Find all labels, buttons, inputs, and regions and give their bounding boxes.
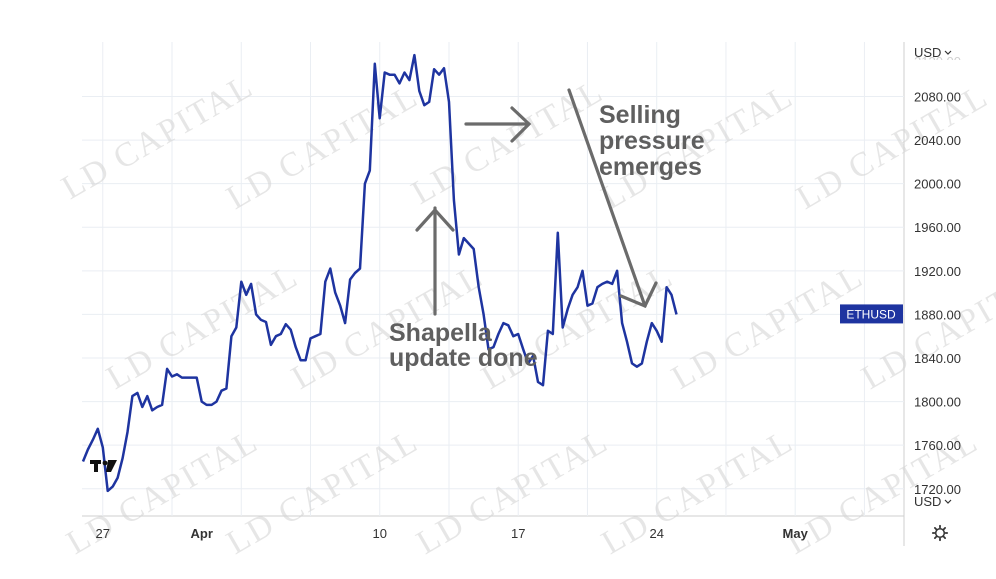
y-tick-label: 2040.00 bbox=[914, 133, 961, 148]
x-tick-label: 24 bbox=[649, 526, 663, 541]
symbol-tag-label: ETHUSD bbox=[846, 307, 896, 321]
y-tick-label: 1960.00 bbox=[914, 220, 961, 235]
x-tick-label: 17 bbox=[511, 526, 525, 541]
y-tick-label: 1920.00 bbox=[914, 264, 961, 279]
annotation-selling-line1: Selling bbox=[599, 101, 681, 129]
x-tick-label: May bbox=[783, 526, 809, 541]
y-tick-partial-mask bbox=[905, 60, 975, 69]
y-tick-label: 1760.00 bbox=[914, 438, 961, 453]
y-tick-label: 1880.00 bbox=[914, 307, 961, 322]
gear-icon[interactable] bbox=[933, 526, 947, 540]
y-tick-label: 2000.00 bbox=[914, 177, 961, 192]
y-tick-label: 1840.00 bbox=[914, 351, 961, 366]
y-tick-label: 1800.00 bbox=[914, 395, 961, 410]
y-tick-label: 2080.00 bbox=[914, 89, 961, 104]
currency-label-lower[interactable]: USD bbox=[914, 494, 941, 509]
annotation-shapella-line2: update done bbox=[389, 344, 538, 372]
x-tick-label: 27 bbox=[96, 526, 110, 541]
x-tick-label: 10 bbox=[373, 526, 387, 541]
annotation-selling-line2: pressure bbox=[599, 127, 705, 155]
annotation-selling-line3: emerges bbox=[599, 153, 702, 181]
x-tick-label: Apr bbox=[190, 526, 212, 541]
chevron-down-icon[interactable] bbox=[945, 500, 951, 503]
annotation-shapella-line1: Shapella bbox=[389, 319, 493, 347]
